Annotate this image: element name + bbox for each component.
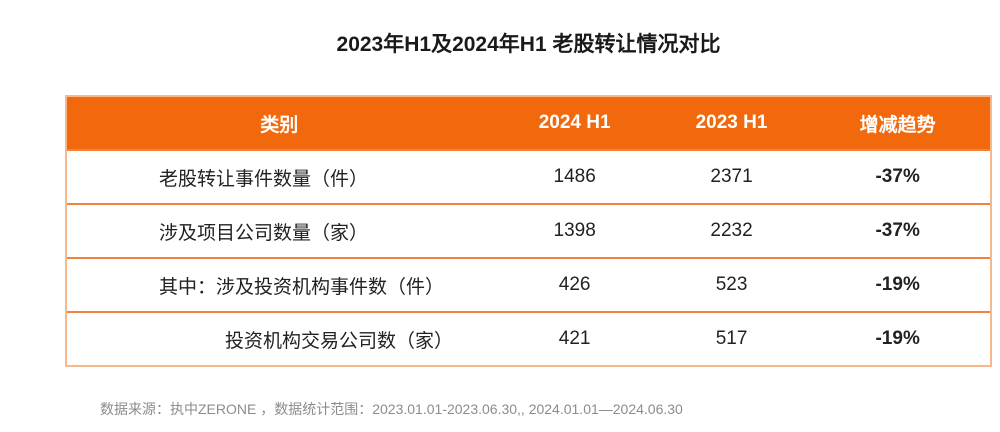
row-label: 老股转让事件数量（件） [159, 168, 369, 190]
value-2023-h1: 523 [715, 274, 748, 295]
table-title: 2023年H1及2024年H1 老股转让情况对比 [336, 33, 721, 56]
source-note: 数据来源：执中ZERONE ，数据统计范围：2023.01.01-2023.06… [100, 401, 683, 417]
value-2023-h1: 517 [715, 328, 748, 349]
table-row: 其中：涉及投资机构事件数（件） 426 523 -19% [67, 257, 990, 311]
trend-value: -19% [875, 274, 920, 295]
table-row: 投资机构交易公司数（家） 421 517 -19% [67, 311, 990, 365]
table-header-row: 类别 2024 H1 2023 H1 增减趋势 [67, 97, 990, 149]
column-header-2023-h1: 2023 H1 [695, 112, 768, 133]
value-2024-h1: 1398 [553, 220, 596, 241]
trend-value: -37% [875, 220, 920, 241]
trend-value: -19% [875, 328, 920, 349]
value-2023-h1: 2232 [710, 220, 753, 241]
column-header-trend: 增减趋势 [859, 114, 936, 136]
value-2023-h1: 2371 [710, 166, 753, 187]
column-header-category: 类别 [260, 114, 299, 136]
row-label: 其中：涉及投资机构事件数（件） [159, 276, 445, 298]
row-label: 投资机构交易公司数（家） [225, 330, 454, 352]
row-label: 涉及项目公司数量（家） [159, 222, 369, 244]
value-2024-h1: 421 [558, 328, 591, 349]
trend-value: -37% [875, 166, 920, 187]
value-2024-h1: 1486 [553, 166, 596, 187]
value-2024-h1: 426 [558, 274, 591, 295]
column-header-2024-h1: 2024 H1 [538, 112, 611, 133]
comparison-table: 类别 2024 H1 2023 H1 增减趋势 老股转让事件数量（件） 1486… [65, 95, 992, 367]
table-row: 涉及项目公司数量（家） 1398 2232 -37% [67, 203, 990, 257]
table-row: 老股转让事件数量（件） 1486 2371 -37% [67, 149, 990, 203]
